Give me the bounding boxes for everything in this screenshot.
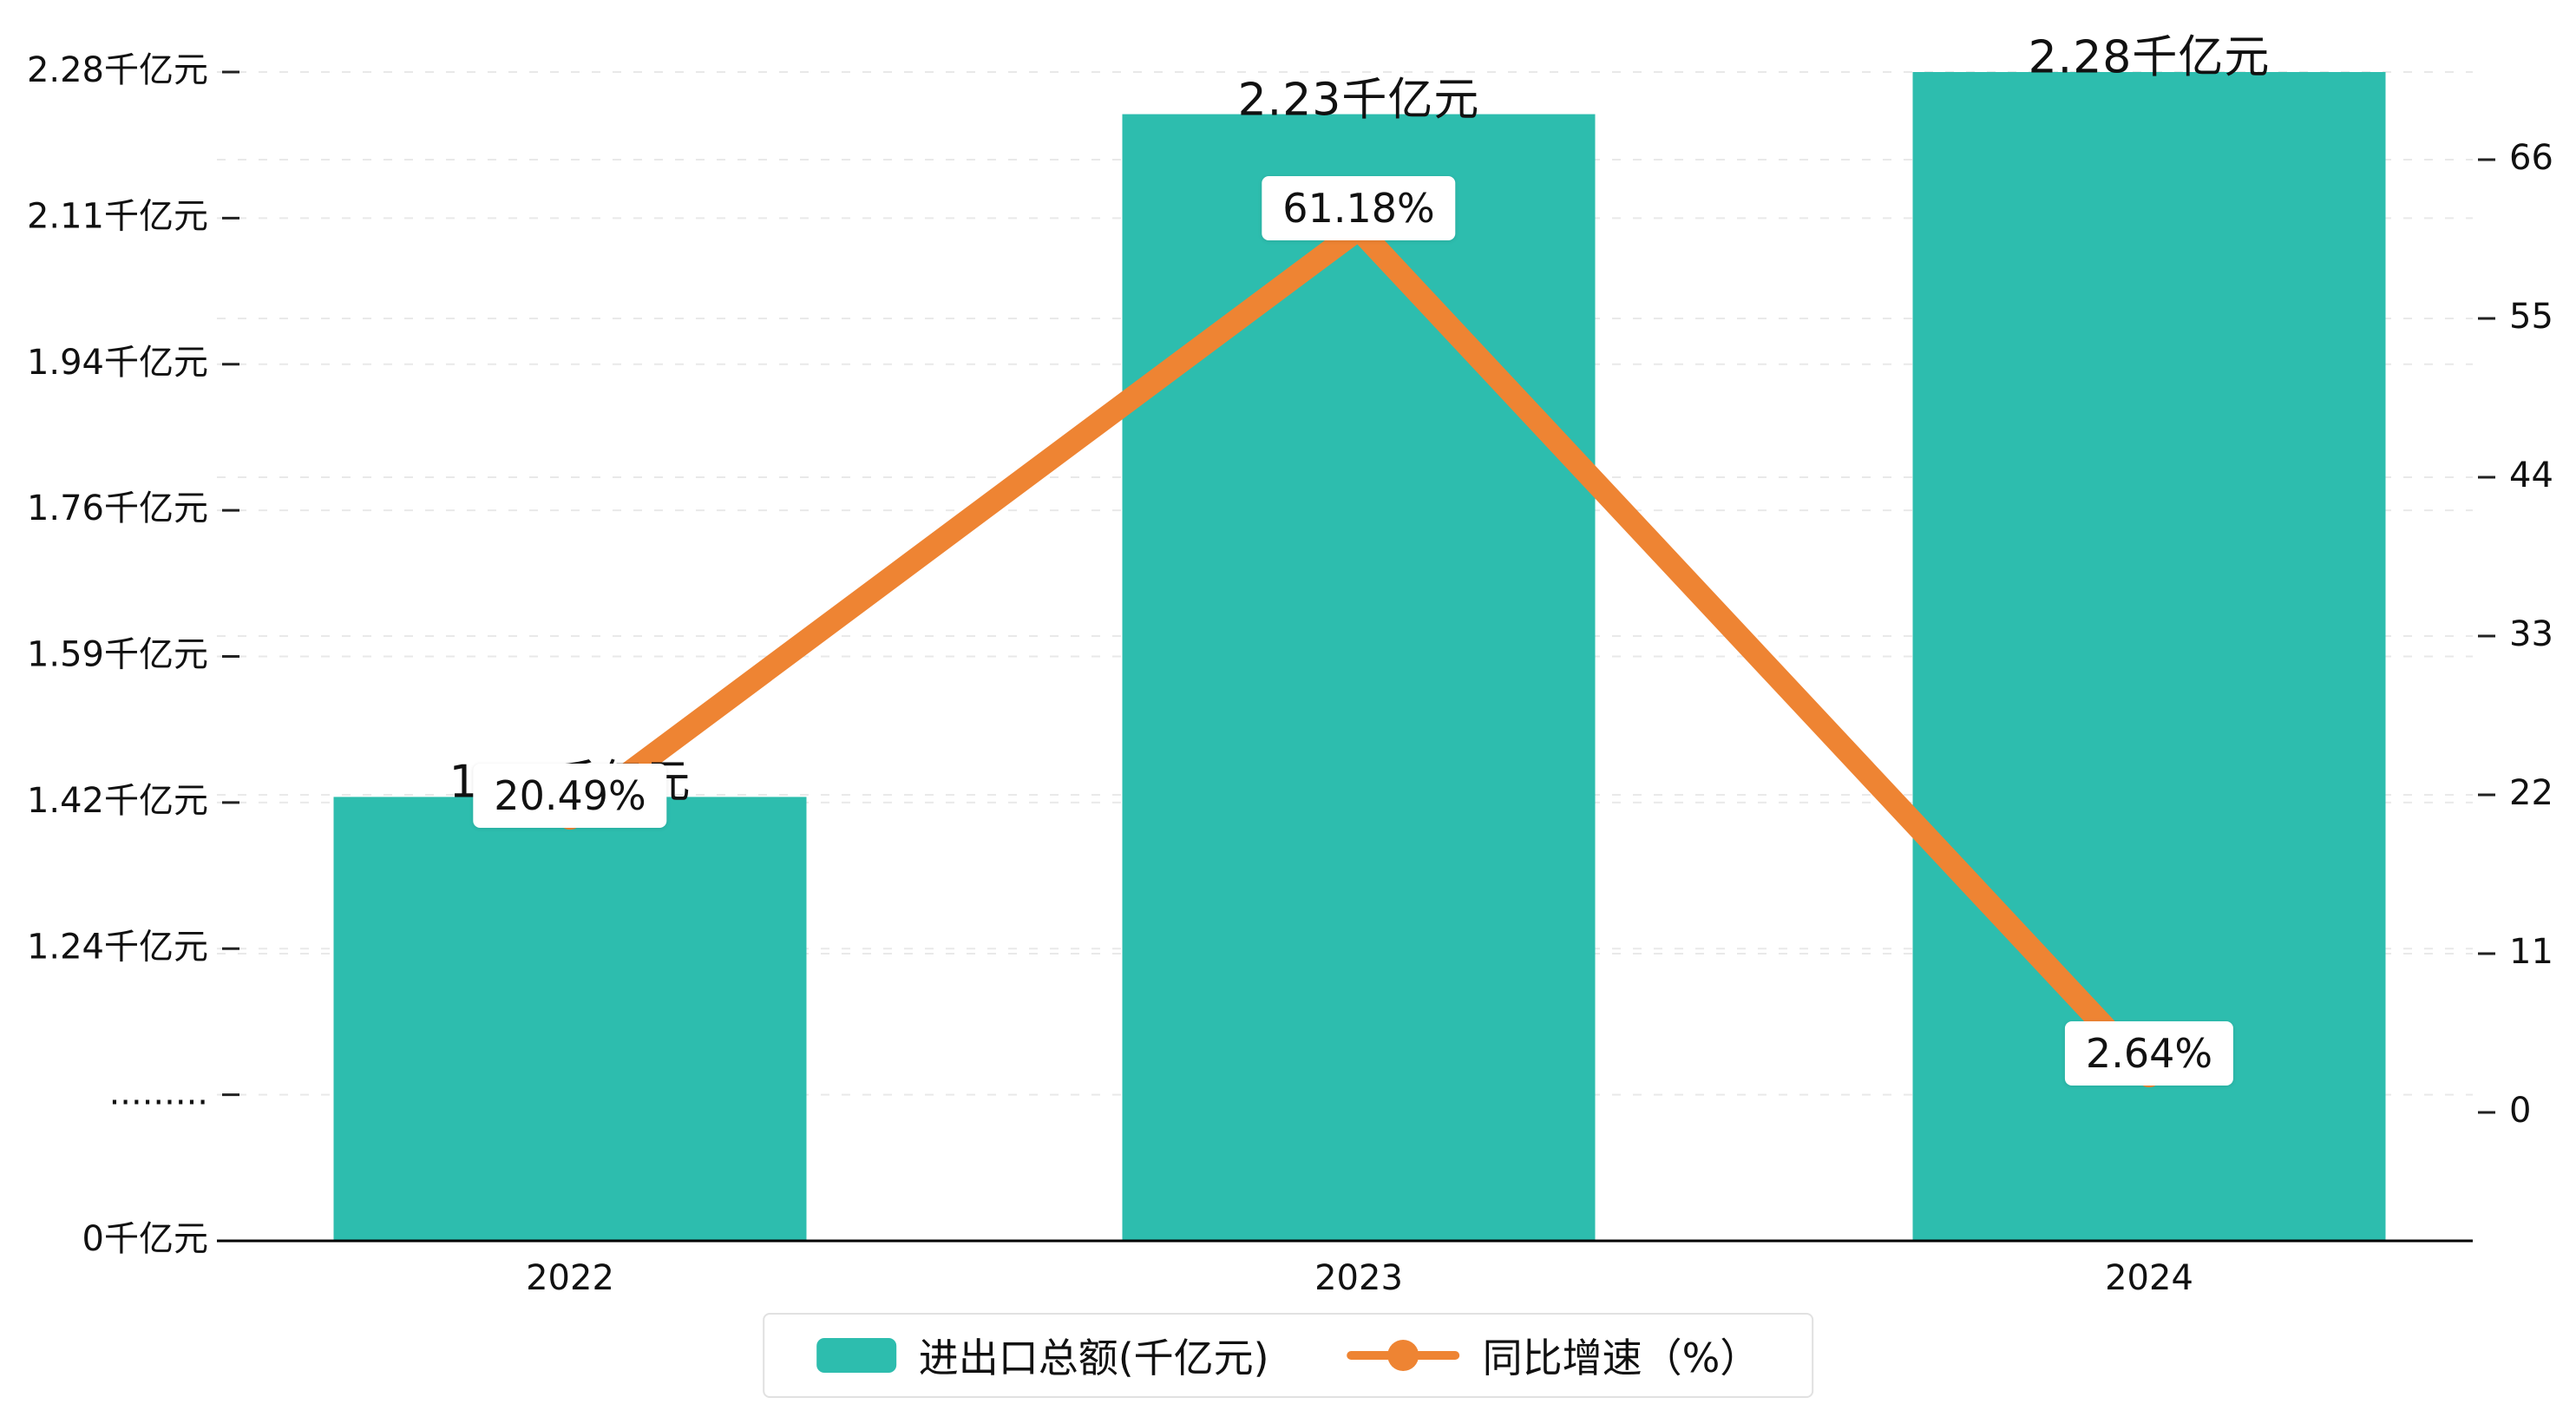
left-axis-tick-label: 1.76千亿元 — [27, 489, 208, 528]
left-axis-tick-label: 0千亿元 — [82, 1219, 208, 1259]
left-axis: 0千亿元......... 1.24千亿元 1.42千亿元 1.59千亿元 1.76千亿… — [27, 50, 239, 1259]
x-axis-label-2023: 2023 — [1314, 1258, 1403, 1298]
left-axis-tick-label: 1.94千亿元 — [27, 343, 208, 383]
line-series-dot-icon — [1387, 1340, 1419, 1371]
right-axis: 0 11 22 33 44 55 66 — [2478, 138, 2553, 1131]
legend-item-line-series[interactable]: 同比增速（%） — [1347, 1327, 1760, 1384]
x-axis-label-2022: 2022 — [526, 1258, 614, 1298]
legend-item-bar-series[interactable]: 进出口总额(千亿元) — [816, 1327, 1269, 1384]
right-axis-tick-label: 0 — [2509, 1091, 2531, 1131]
legend: 进出口总额(千亿元) 同比增速（%） — [762, 1313, 1814, 1398]
right-axis-tick-label: 44 — [2509, 456, 2553, 495]
growth-point-2023 — [1346, 216, 1372, 243]
bar-series-label: 进出口总额(千亿元) — [918, 1335, 1269, 1381]
right-axis-tick-label: 66 — [2509, 138, 2553, 178]
right-axis-tick-label: 33 — [2509, 614, 2553, 654]
growth-point-2024 — [2136, 1061, 2162, 1088]
left-axis-tick-label: ......... — [109, 1073, 208, 1113]
left-axis-tick-label: 1.42千亿元 — [27, 781, 208, 821]
left-axis-tick-label: 2.11千亿元 — [27, 196, 208, 236]
bar-2022[interactable] — [333, 797, 807, 1241]
left-axis-tick-label: 1.24千亿元 — [27, 927, 208, 967]
right-axis-tick-label: 22 — [2509, 773, 2553, 813]
x-axis-label-2024: 2024 — [2105, 1258, 2193, 1298]
right-axis-tick-label: 55 — [2509, 297, 2553, 337]
bar-2023[interactable] — [1122, 114, 1596, 1242]
right-axis-tick-label: 11 — [2509, 932, 2553, 972]
line-series-label: 同比增速（%） — [1482, 1335, 1760, 1381]
line-series-swatch-icon — [1347, 1340, 1460, 1371]
left-axis-tick-label: 2.28千亿元 — [27, 50, 208, 90]
growth-point-2022 — [557, 804, 583, 830]
bar-series-swatch-icon — [816, 1338, 896, 1373]
left-axis-tick-label: 1.59千亿元 — [27, 635, 208, 675]
